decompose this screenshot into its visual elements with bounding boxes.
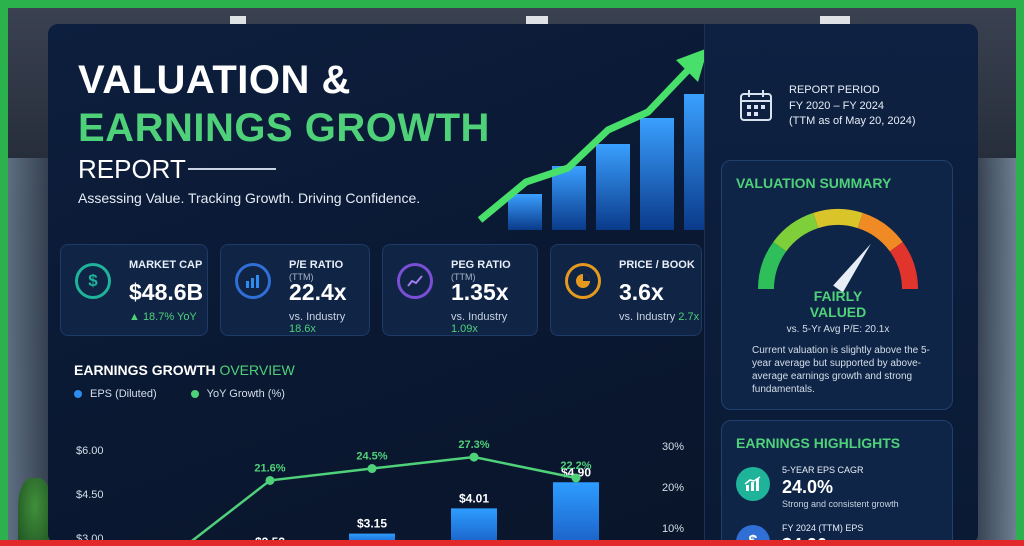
growth-data-label: 22.2%	[560, 460, 591, 472]
gauge-segment	[889, 241, 918, 290]
hero-growth-graphic	[477, 48, 708, 230]
dollar-icon: $	[75, 263, 111, 299]
valuation-description: Current valuation is slightly above the …	[752, 345, 930, 395]
eps-cagr-value: 24.0%	[782, 477, 834, 497]
dollar-icon: $	[736, 525, 770, 544]
eps-bar	[349, 533, 395, 544]
earnings-growth-chart: $6.00$4.50$3.0030%20%10%$2.08$2.53$3.15$…	[76, 439, 684, 544]
frame-right-border	[1016, 0, 1024, 546]
valuation-avg-pe: vs. 5-Yr Avg P/E: 20.1x	[786, 324, 890, 335]
y-right-tick-label: 20%	[662, 482, 684, 494]
report-period-label: REPORT PERIOD	[789, 84, 880, 96]
frame-left-border	[0, 0, 8, 546]
price-book-value: 3.6x	[619, 279, 664, 305]
growth-data-label: 21.6%	[254, 462, 285, 474]
market-cap-label: MARKET CAP	[129, 259, 203, 271]
pe-ratio-value: 22.4x	[289, 279, 347, 305]
eps-data-label: $3.15	[357, 517, 387, 531]
gauge-needle	[833, 243, 871, 293]
growth-point	[571, 473, 581, 483]
peg-ratio-sub: vs. Industry 1.09x	[451, 311, 508, 335]
growth-line	[187, 455, 577, 544]
valuation-status-line2: VALUED	[809, 304, 867, 320]
valuation-status-line1: FAIRLY	[813, 288, 863, 304]
growth-point	[265, 475, 275, 485]
tagline: Assessing Value. Tracking Growth. Drivin…	[78, 190, 421, 206]
report-board: VALUATION & EARNINGS GROWTH REPORT Asses…	[48, 24, 978, 544]
trend-line-icon	[397, 263, 433, 299]
plant-image	[18, 478, 52, 546]
hero-arrow-line	[477, 65, 693, 223]
frame-top-border	[0, 0, 1024, 8]
y-right-tick-label: 30%	[662, 441, 684, 453]
office-window-right	[976, 158, 1016, 546]
gauge-segment	[813, 209, 863, 229]
eps-bar	[553, 482, 599, 544]
valuation-gauge	[758, 209, 918, 293]
gauge-segment	[758, 241, 787, 290]
peg-ratio-value: 1.35x	[451, 279, 509, 305]
peg-ratio-label: PEG RATIO (TTM)	[451, 259, 511, 282]
y-left-tick-label: $3.00	[76, 533, 104, 544]
right-pane: REPORT PERIOD FY 2020 – FY 2024 (TTM as …	[704, 24, 978, 544]
pe-ratio-label: P/E RATIO (TTM)	[289, 259, 344, 282]
price-book-card: PRICE / BOOK 3.6x vs. Industry 2.7x	[550, 244, 702, 336]
eps-cagr-note: Strong and consistent growth	[782, 499, 899, 509]
valuation-summary-title: VALUATION SUMMARY	[736, 175, 892, 191]
left-pane: VALUATION & EARNINGS GROWTH REPORT Asses…	[48, 24, 708, 544]
eps-bar	[451, 508, 497, 544]
growth-chart-icon	[736, 467, 770, 501]
y-right-tick-label: 10%	[662, 523, 684, 535]
price-book-label: PRICE / BOOK	[619, 259, 695, 271]
pe-ratio-card: P/E RATIO (TTM) 22.4x vs. Industry 18.6x	[220, 244, 370, 336]
earnings-chart-title: EARNINGS GROWTH OVERVIEW	[74, 362, 295, 378]
title-line-2: EARNINGS GROWTH	[78, 106, 490, 150]
y-left-tick-label: $6.00	[76, 445, 104, 457]
hero-arrow-head	[676, 48, 708, 82]
hero-bar	[596, 144, 630, 230]
eps-data-label: $4.01	[459, 491, 489, 505]
market-cap-card: $ MARKET CAP $48.6B ▲ 18.7% YoY	[60, 244, 208, 336]
bar-chart-icon	[235, 263, 271, 299]
calendar-icon	[740, 90, 772, 121]
earnings-highlights-title: EARNINGS HIGHLIGHTS	[736, 435, 901, 451]
y-left-tick-label: $4.50	[76, 489, 104, 501]
gauge-segment	[773, 212, 819, 252]
fy2024-eps-label: FY 2024 (TTM) EPS	[782, 523, 864, 533]
report-period-range: FY 2020 – FY 2024	[789, 100, 884, 112]
hero-bar	[640, 118, 674, 230]
market-cap-value: $48.6B	[129, 279, 204, 305]
peg-ratio-card: PEG RATIO (TTM) 1.35x vs. Industry 1.09x	[382, 244, 538, 336]
growth-data-label: 27.3%	[458, 439, 489, 451]
title-line-3: REPORT	[78, 154, 186, 184]
fy2024-eps-value: $4.90	[782, 535, 827, 544]
valuation-summary-card: VALUATION SUMMARY FAIRLY VALUED vs. 5-Yr…	[721, 160, 953, 410]
title-rule	[188, 168, 276, 170]
pie-chart-icon	[565, 263, 601, 299]
growth-data-label: 24.5%	[356, 451, 387, 463]
chart-legend: EPS (Diluted) YoY Growth (%)	[74, 388, 285, 400]
title-line-1: VALUATION &	[78, 58, 351, 102]
market-cap-sub: ▲ 18.7% YoY	[129, 311, 197, 323]
growth-point	[367, 464, 377, 474]
growth-point	[469, 452, 479, 462]
legend-item-eps: EPS (Diluted)	[74, 388, 157, 400]
earnings-highlights-card: EARNINGS HIGHLIGHTS 5-YEAR EPS CAGR 24.0…	[721, 420, 953, 544]
hero-bar	[508, 194, 542, 230]
report-period-ttm: (TTM as of May 20, 2024)	[789, 115, 916, 127]
eps-data-label: $2.53	[255, 535, 285, 544]
frame-bottom-border	[0, 540, 1024, 546]
eps-cagr-label: 5-YEAR EPS CAGR	[782, 465, 864, 475]
legend-item-growth: YoY Growth (%)	[190, 388, 285, 400]
hero-bar	[552, 166, 586, 230]
gauge-segment	[857, 212, 903, 252]
pe-ratio-sub: vs. Industry 18.6x	[289, 311, 346, 335]
price-book-sub: vs. Industry 2.7x	[619, 311, 700, 323]
